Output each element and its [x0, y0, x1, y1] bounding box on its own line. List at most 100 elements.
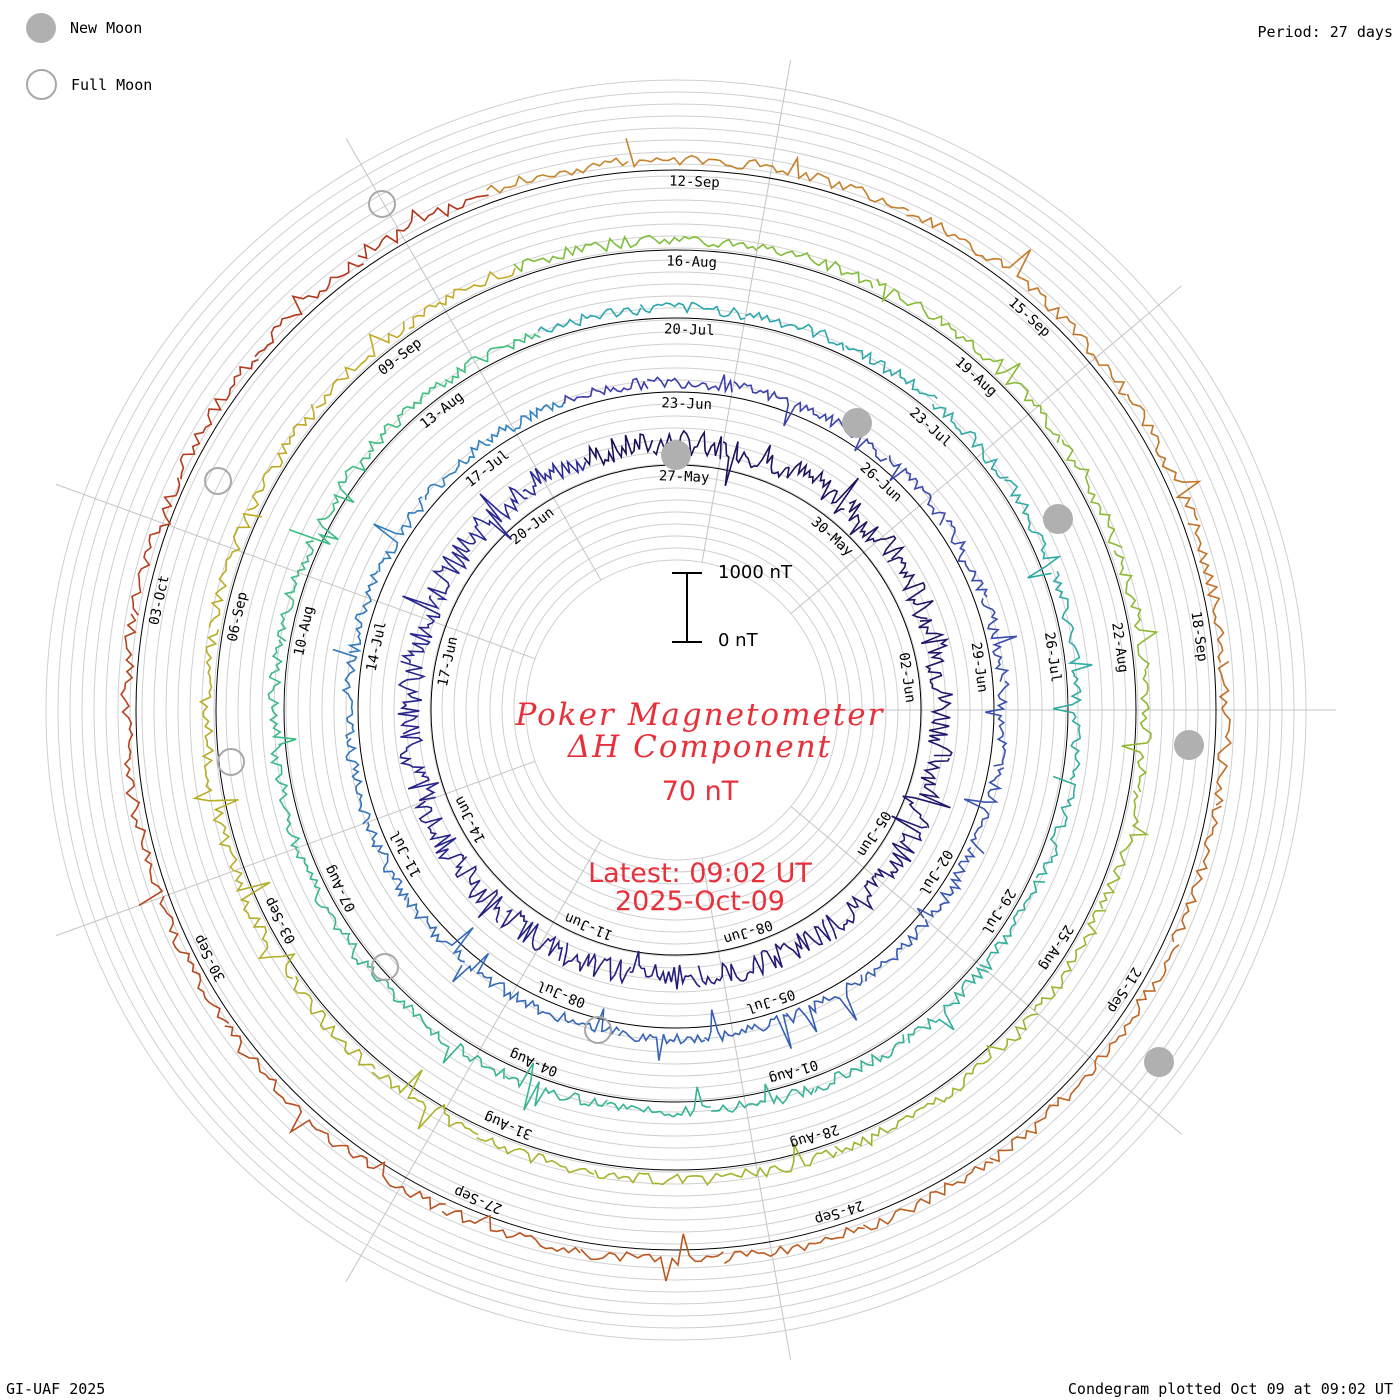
trace-aug-sep — [371, 1069, 479, 1136]
full-moon-marker — [584, 1016, 612, 1044]
trace-jun-jul — [946, 520, 988, 598]
trace-aug-sep — [716, 1141, 838, 1179]
trace-may-jun — [722, 441, 790, 487]
trace-jul-aug — [711, 1083, 815, 1113]
trace-sep-oct — [862, 1161, 994, 1231]
trace-jun-jul — [985, 680, 1010, 767]
trace-sep-oct — [771, 155, 910, 212]
trace-jul-aug — [1035, 775, 1077, 879]
ring-axis — [135, 169, 1217, 1251]
chart-scale: 70 nT — [661, 776, 739, 807]
scale-bar — [672, 572, 702, 643]
trace-sep-oct — [486, 157, 629, 195]
trace-jun-jul — [424, 439, 491, 500]
date-tick-label: 24-Sep — [813, 1197, 866, 1228]
full-moon-marker — [204, 467, 232, 495]
new-moon-icon — [26, 13, 56, 43]
trace-aug-sep — [756, 243, 874, 289]
ring-axis — [215, 249, 1137, 1171]
trace-sep-oct — [1094, 943, 1180, 1063]
trace-jul-aug — [1052, 674, 1083, 781]
trace-jun-jul — [332, 648, 358, 739]
trace-sep-oct — [321, 1130, 446, 1211]
trace-may-jun — [902, 757, 951, 829]
trace-may-jun — [454, 856, 503, 923]
grid-spoke — [345, 138, 602, 581]
new-moon-marker — [842, 408, 872, 438]
trace-jul-aug — [277, 540, 314, 642]
date-tick-label: 08-Jun — [721, 916, 774, 947]
full-moon-marker — [371, 953, 399, 981]
trace-aug-sep — [315, 321, 405, 409]
trace-sep-oct — [1187, 523, 1225, 663]
trace-aug-sep — [208, 512, 262, 628]
trace-sep-oct — [123, 757, 164, 907]
trace-jun-jul — [704, 1009, 793, 1050]
trace-jun-jul — [980, 598, 1018, 682]
trace-aug-sep — [513, 235, 636, 273]
chart-title: Poker Magnetometer — [515, 697, 885, 733]
trace-sep-oct — [441, 1210, 581, 1254]
trace-jul-aug — [269, 743, 301, 849]
trace-sep-oct — [625, 138, 773, 170]
trace-aug-sep — [408, 267, 516, 330]
trace-sep-oct — [131, 477, 181, 616]
scale-bottom-label: 0 nT — [718, 630, 758, 651]
trace-jul-aug — [907, 967, 989, 1044]
new-moon-marker — [1043, 504, 1073, 534]
trace-sep-oct — [1126, 393, 1202, 521]
trace-may-jun — [583, 433, 654, 467]
date-tick-label: 05-Jul — [744, 986, 797, 1017]
trace-may-jun — [786, 460, 860, 515]
period-label: Period: 27 days — [1257, 23, 1393, 41]
grid-spoke — [701, 59, 792, 563]
trace-jun-jul — [345, 737, 371, 825]
trace-aug-sep — [634, 234, 758, 252]
date-tick-label: 29-Jun — [968, 641, 991, 693]
moon-markers — [204, 190, 1204, 1077]
polar-grid — [45, 59, 1336, 1361]
trace-sep-oct — [254, 261, 364, 358]
grid-spoke — [55, 483, 536, 660]
legend-full-moon-label: Full Moon — [71, 75, 153, 94]
trace-may-jun — [562, 942, 632, 985]
ring-axis — [283, 317, 1069, 1103]
latest-time: Latest: 09:02 UT — [588, 858, 812, 889]
trace-aug-sep — [975, 351, 1061, 444]
trace-aug-sep — [192, 749, 239, 872]
trace-jun-jul — [451, 952, 539, 1009]
trace-sep-oct — [120, 613, 137, 758]
trace-aug-sep — [198, 629, 220, 752]
trace-jul-aug — [1052, 570, 1093, 676]
trace-jul-aug — [294, 847, 351, 941]
grid-spoke — [790, 806, 1182, 1135]
chart-subtitle: ΔH Component — [567, 729, 833, 765]
trace-may-jun — [400, 595, 441, 664]
trace-aug-sep — [876, 278, 977, 354]
trace-jul-aug — [288, 452, 371, 546]
trace-jul-aug — [639, 301, 746, 321]
grid-spoke — [790, 285, 1182, 614]
legend-new-moon-label: New Moon — [70, 19, 143, 37]
trace-sep-oct — [1171, 805, 1222, 943]
trace-may-jun — [887, 556, 934, 620]
scale-top-label: 1000 nT — [718, 562, 792, 583]
trace-may-jun — [468, 486, 528, 543]
trace-jun-jul — [646, 374, 733, 395]
trace-may-jun — [499, 909, 564, 961]
trace-may-jun — [629, 950, 701, 990]
grid-spoke — [701, 857, 792, 1361]
new-moon-marker — [1174, 730, 1204, 760]
full-moon-marker — [217, 748, 245, 776]
trace-sep-oct — [179, 358, 259, 480]
trace-may-jun — [848, 499, 906, 560]
trace-may-jun — [825, 875, 879, 940]
latest-date: 2025-Oct-09 — [615, 886, 785, 917]
trace-aug-sep — [1061, 439, 1123, 549]
trace-aug-sep — [1121, 668, 1152, 793]
trace-jun-jul — [916, 846, 976, 919]
trace-jul-aug — [845, 345, 938, 400]
full-moon-icon — [26, 69, 57, 100]
trace-jul-aug — [745, 311, 845, 351]
trace-may-jun — [928, 686, 953, 757]
